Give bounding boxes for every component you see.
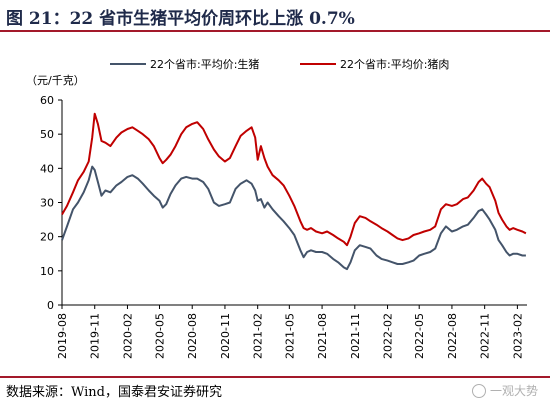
y-tick-label: 30 <box>40 197 54 210</box>
x-tick-label: 2021-02 <box>252 313 265 359</box>
chart-title: 图 21：22 省市生猪平均价周环比上涨 0.7% <box>6 9 355 29</box>
watermark: 一观大势 <box>471 382 538 399</box>
y-ticks: 0 10 20 30 40 50 60 <box>40 94 62 312</box>
y-tick-label: 50 <box>40 128 54 141</box>
x-tick-label: 2021-05 <box>283 313 296 359</box>
footer-rule <box>0 376 550 378</box>
x-tick-label: 2020-11 <box>219 313 232 359</box>
series-lines <box>61 112 527 271</box>
title-rule <box>0 30 550 32</box>
x-tick-label: 2019-08 <box>56 313 69 359</box>
watermark-text: 一观大势 <box>489 384 538 398</box>
x-tick-label: 2022-05 <box>413 313 426 359</box>
y-tick-label: 0 <box>47 299 54 312</box>
x-tick-label: 2020-08 <box>186 313 199 359</box>
x-tick-label: 2022-08 <box>446 313 459 359</box>
y-tick-label: 60 <box>40 94 54 107</box>
axes <box>61 100 527 306</box>
legend-label: 22个省市:平均价:生猪 <box>150 57 259 71</box>
hog-price-line <box>61 165 526 271</box>
y-tick-label: 10 <box>40 265 54 278</box>
x-ticks: 2019-08 2019-11 2020-02 2020-05 2020-08 2020-… <box>56 305 524 359</box>
y-axis-label: （元/千克） <box>26 74 85 87</box>
legend-label: 22个省市:平均价:猪肉 <box>340 57 449 71</box>
x-tick-label: 2022-02 <box>382 313 395 359</box>
chat-bubble-icon <box>471 383 486 398</box>
x-tick-label: 2021-08 <box>316 313 329 359</box>
chart-svg: 22个省市:平均价:生猪 22个省市:平均价:猪肉 （元/千克） 0 10 20 30 4… <box>26 57 527 359</box>
legend: 22个省市:平均价:生猪 22个省市:平均价:猪肉 <box>110 57 449 71</box>
y-tick-label: 20 <box>40 231 54 244</box>
x-tick-label: 2023-02 <box>511 313 524 359</box>
pork-price-line <box>61 112 527 247</box>
x-tick-label: 2019-11 <box>89 313 102 359</box>
x-tick-label: 2020-02 <box>121 313 134 359</box>
x-tick-label: 2020-05 <box>153 313 166 359</box>
x-tick-label: 2022-11 <box>479 313 492 359</box>
y-tick-label: 40 <box>40 162 54 175</box>
x-tick-label: 2021-11 <box>349 313 362 359</box>
source-note: 数据来源：Wind，国泰君安证券研究 <box>6 385 222 400</box>
